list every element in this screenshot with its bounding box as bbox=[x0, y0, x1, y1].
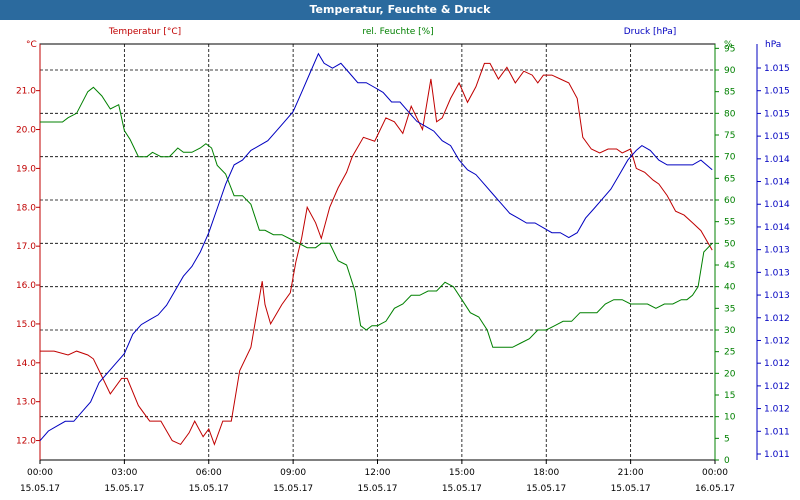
pressure-tick-label: 1.015 bbox=[764, 109, 790, 119]
temperature-axis-unit: °C bbox=[26, 40, 37, 50]
x-tick-label-date: 15.05.17 bbox=[20, 484, 60, 494]
temperature-tick-label: 15.0 bbox=[16, 320, 36, 330]
pressure-tick-label: 1.012 bbox=[764, 405, 790, 415]
pressure-tick-label: 1.011 bbox=[764, 427, 790, 437]
pressure-tick-label: 1.013 bbox=[764, 246, 790, 256]
x-tick-label-time: 06:00 bbox=[196, 468, 222, 478]
x-tick-label-date: 16.05.17 bbox=[695, 484, 735, 494]
humidity-tick-label: 15 bbox=[724, 391, 735, 401]
pressure-tick-label: 1.012 bbox=[764, 336, 790, 346]
temperature-tick-label: 13.0 bbox=[16, 398, 36, 408]
humidity-tick-label: 95 bbox=[724, 44, 735, 54]
x-tick-label-time: 21:00 bbox=[618, 468, 644, 478]
pressure-tick-label: 1.013 bbox=[764, 291, 790, 301]
temperature-tick-label: 20.0 bbox=[16, 126, 36, 136]
x-tick-label-time: 00:00 bbox=[27, 468, 53, 478]
pressure-series-line bbox=[39, 52, 713, 442]
humidity-axis-title: rel. Feuchte [%] bbox=[362, 27, 433, 37]
humidity-tick-label: 55 bbox=[724, 218, 735, 228]
humidity-tick-label: 30 bbox=[724, 326, 736, 336]
humidity-tick-label: 85 bbox=[724, 88, 735, 98]
temperature-tick-label: 12.0 bbox=[16, 437, 36, 447]
humidity-tick-label: 70 bbox=[724, 153, 736, 163]
pressure-tick-label: 1.014 bbox=[764, 200, 790, 210]
pressure-tick-label: 1.014 bbox=[764, 223, 790, 233]
humidity-axis-unit: % bbox=[724, 40, 733, 50]
humidity-tick-label: 50 bbox=[724, 239, 736, 249]
humidity-tick-label: 75 bbox=[724, 131, 735, 141]
humidity-tick-label: 80 bbox=[724, 109, 736, 119]
x-tick-label-time: 03:00 bbox=[111, 468, 137, 478]
pressure-tick-label: 1.012 bbox=[764, 382, 790, 392]
temperature-tick-label: 21.0 bbox=[16, 87, 36, 97]
temperature-tick-label: 16.0 bbox=[16, 281, 36, 291]
temperature-tick-label: 17.0 bbox=[16, 242, 36, 252]
humidity-tick-label: 45 bbox=[724, 261, 735, 271]
pressure-tick-label: 1.014 bbox=[764, 155, 790, 165]
humidity-tick-label: 40 bbox=[724, 283, 736, 293]
x-tick-label-date: 15.05.17 bbox=[357, 484, 397, 494]
x-tick-label-time: 12:00 bbox=[365, 468, 391, 478]
x-tick-label-date: 15.05.17 bbox=[611, 484, 651, 494]
x-tick-label-date: 15.05.17 bbox=[189, 484, 229, 494]
temperature-tick-label: 14.0 bbox=[16, 359, 36, 369]
humidity-tick-label: 0 bbox=[724, 456, 730, 466]
pressure-axis-unit: hPa bbox=[765, 40, 781, 50]
x-tick-label-date: 15.05.17 bbox=[273, 484, 313, 494]
temperature-series-line bbox=[40, 62, 713, 446]
humidity-tick-label: 25 bbox=[724, 348, 735, 358]
pressure-tick-label: 1.015 bbox=[764, 87, 790, 97]
humidity-tick-label: 20 bbox=[724, 369, 736, 379]
humidity-tick-label: 60 bbox=[724, 196, 736, 206]
x-tick-label-date: 15.05.17 bbox=[442, 484, 482, 494]
pressure-axis-title: Druck [hPa] bbox=[624, 27, 677, 37]
humidity-tick-label: 10 bbox=[724, 413, 736, 423]
pressure-tick-label: 1.012 bbox=[764, 314, 790, 324]
temperature-tick-label: 19.0 bbox=[16, 164, 36, 174]
x-tick-label-time: 00:00 bbox=[702, 468, 728, 478]
chart-title: Temperatur, Feuchte & Druck bbox=[0, 0, 800, 20]
x-tick-label-time: 18:00 bbox=[533, 468, 559, 478]
humidity-tick-label: 5 bbox=[724, 434, 730, 444]
humidity-tick-label: 90 bbox=[724, 66, 736, 76]
pressure-tick-label: 1.013 bbox=[764, 268, 790, 278]
x-tick-label-time: 09:00 bbox=[280, 468, 306, 478]
temperature-axis-title: Temperatur [°C] bbox=[108, 27, 181, 37]
pressure-tick-label: 1.011 bbox=[764, 450, 790, 460]
x-tick-label-date: 15.05.17 bbox=[526, 484, 566, 494]
x-tick-label-date: 15.05.17 bbox=[104, 484, 144, 494]
temperature-tick-label: 18.0 bbox=[16, 203, 36, 213]
x-tick-label-time: 15:00 bbox=[449, 468, 475, 478]
humidity-series-line bbox=[40, 86, 713, 348]
humidity-tick-label: 65 bbox=[724, 174, 735, 184]
chart-canvas: 00:00 15.05.17 03:00 15.05.17 06:00 15.05.17 0… bbox=[16, 27, 790, 494]
humidity-tick-label: 35 bbox=[724, 304, 735, 314]
pressure-tick-label: 1.012 bbox=[764, 359, 790, 369]
pressure-tick-label: 1.015 bbox=[764, 132, 790, 142]
pressure-tick-label: 1.015 bbox=[764, 64, 790, 74]
pressure-tick-label: 1.014 bbox=[764, 178, 790, 188]
